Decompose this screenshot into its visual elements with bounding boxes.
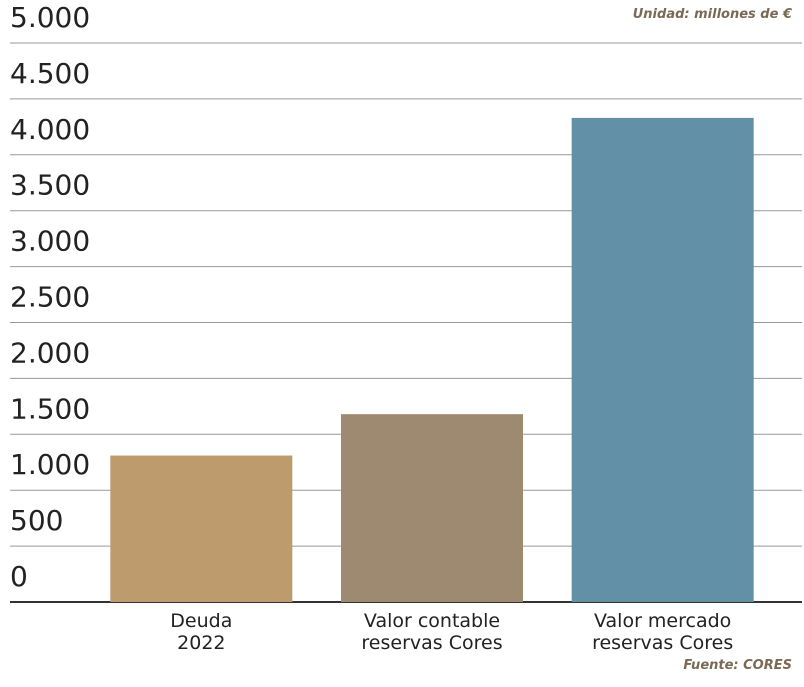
- x-tick-label: Deuda 2022: [170, 610, 233, 654]
- y-tick-label: 3.000: [10, 225, 90, 258]
- y-tick-label: 2.000: [10, 336, 90, 369]
- y-tick-label: 3.500: [10, 169, 90, 202]
- y-tick-label: 1.000: [10, 448, 90, 481]
- unit-note: Unidad: millones de €: [632, 7, 792, 22]
- y-tick-label: 4.000: [10, 113, 90, 146]
- x-tick-label: Valor mercado reservas Cores: [592, 610, 734, 654]
- x-tick-label: Valor contable reservas Cores: [361, 610, 503, 654]
- y-tick-label: 500: [10, 504, 63, 537]
- bar: [571, 117, 754, 602]
- y-tick-label: 0: [10, 560, 28, 593]
- y-tick-label: 5.000: [10, 1, 90, 34]
- bar: [110, 455, 293, 602]
- source-note: Fuente: CORES: [683, 658, 792, 673]
- bar: [341, 414, 523, 602]
- y-tick-label: 1.500: [10, 392, 90, 425]
- y-tick-label: 2.500: [10, 281, 90, 314]
- y-tick-label: 4.500: [10, 57, 90, 90]
